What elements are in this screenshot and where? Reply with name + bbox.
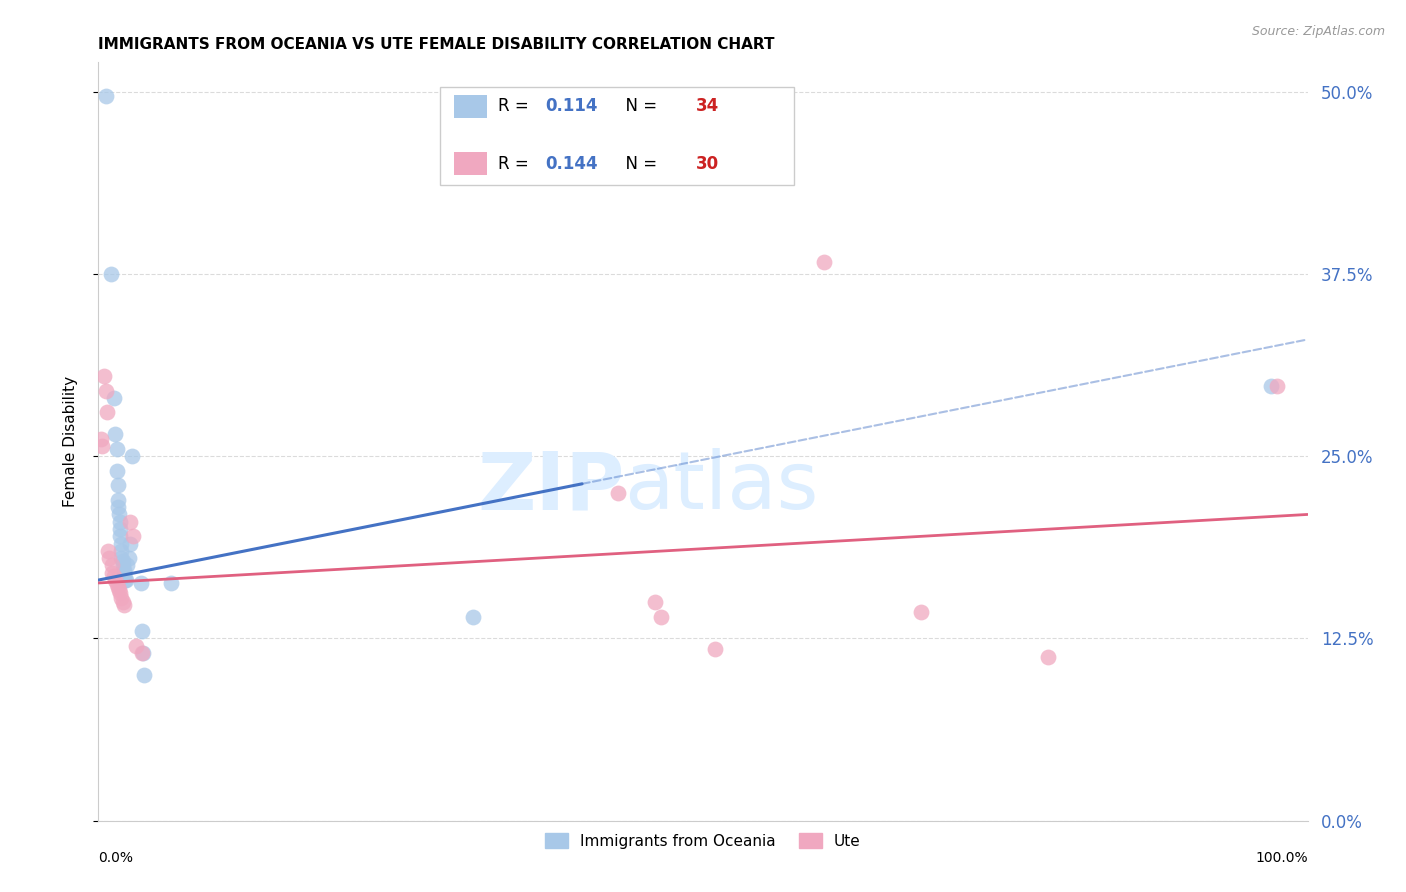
Point xyxy=(108,583,131,598)
Y-axis label: Female Disability: Female Disability xyxy=(63,376,77,508)
Point xyxy=(118,536,141,550)
Point xyxy=(90,432,112,446)
Point xyxy=(107,478,129,492)
Text: 30: 30 xyxy=(696,154,718,173)
Point xyxy=(160,576,183,591)
Point xyxy=(122,529,145,543)
Point xyxy=(103,391,125,405)
Point xyxy=(100,267,122,281)
Text: 0.144: 0.144 xyxy=(546,154,598,173)
Point xyxy=(100,558,122,573)
Point xyxy=(650,609,672,624)
Point xyxy=(132,646,155,660)
FancyBboxPatch shape xyxy=(440,87,794,186)
Text: R =: R = xyxy=(498,97,534,115)
Point xyxy=(104,427,127,442)
Point xyxy=(463,609,485,624)
Point xyxy=(1267,379,1289,393)
Point xyxy=(100,566,122,580)
Point xyxy=(644,595,666,609)
Point xyxy=(108,515,131,529)
Point xyxy=(98,551,121,566)
Point xyxy=(108,522,131,536)
Text: 34: 34 xyxy=(696,97,718,115)
Text: 0.114: 0.114 xyxy=(546,97,598,115)
Point xyxy=(134,668,156,682)
Point xyxy=(93,368,115,383)
Text: IMMIGRANTS FROM OCEANIA VS UTE FEMALE DISABILITY CORRELATION CHART: IMMIGRANTS FROM OCEANIA VS UTE FEMALE DI… xyxy=(98,37,775,52)
Point xyxy=(96,405,118,419)
Point xyxy=(129,576,152,591)
Point xyxy=(111,558,134,573)
Point xyxy=(813,255,835,269)
Text: Source: ZipAtlas.com: Source: ZipAtlas.com xyxy=(1251,25,1385,38)
Point xyxy=(112,563,135,577)
Point xyxy=(121,449,143,463)
Point xyxy=(704,641,727,656)
Point xyxy=(111,554,134,568)
Point xyxy=(110,591,132,605)
Point xyxy=(105,464,128,478)
Bar xyxy=(454,153,486,175)
Point xyxy=(108,508,131,522)
Point xyxy=(110,536,132,550)
Point xyxy=(118,551,141,566)
Bar xyxy=(454,95,486,118)
Point xyxy=(112,566,135,580)
Point xyxy=(107,500,129,515)
Text: 0.0%: 0.0% xyxy=(98,851,134,865)
Point xyxy=(108,529,131,543)
Point xyxy=(131,646,153,660)
Point xyxy=(94,89,117,103)
Point xyxy=(105,442,128,456)
Point xyxy=(1036,650,1059,665)
Point xyxy=(110,544,132,558)
Text: 100.0%: 100.0% xyxy=(1256,851,1308,865)
Point xyxy=(910,605,932,619)
Point xyxy=(125,639,148,653)
Point xyxy=(114,573,136,587)
Point xyxy=(118,515,141,529)
Point xyxy=(111,595,134,609)
Point xyxy=(108,586,131,600)
Point xyxy=(107,580,129,594)
Point xyxy=(105,577,128,591)
Point xyxy=(117,558,139,573)
Point xyxy=(103,568,125,582)
Point xyxy=(104,573,127,587)
Point xyxy=(112,598,135,612)
Point xyxy=(107,492,129,507)
Point xyxy=(91,439,114,453)
Point xyxy=(94,384,117,398)
Point xyxy=(131,624,153,639)
Text: N =: N = xyxy=(614,154,662,173)
Point xyxy=(97,544,120,558)
Text: ZIP: ZIP xyxy=(477,448,624,526)
Text: N =: N = xyxy=(614,97,662,115)
Text: R =: R = xyxy=(498,154,534,173)
Legend: Immigrants from Oceania, Ute: Immigrants from Oceania, Ute xyxy=(538,827,868,855)
Point xyxy=(607,485,630,500)
Point xyxy=(110,551,132,566)
Point xyxy=(115,573,138,587)
Text: atlas: atlas xyxy=(624,448,818,526)
Point xyxy=(1260,379,1282,393)
Point xyxy=(112,568,135,582)
